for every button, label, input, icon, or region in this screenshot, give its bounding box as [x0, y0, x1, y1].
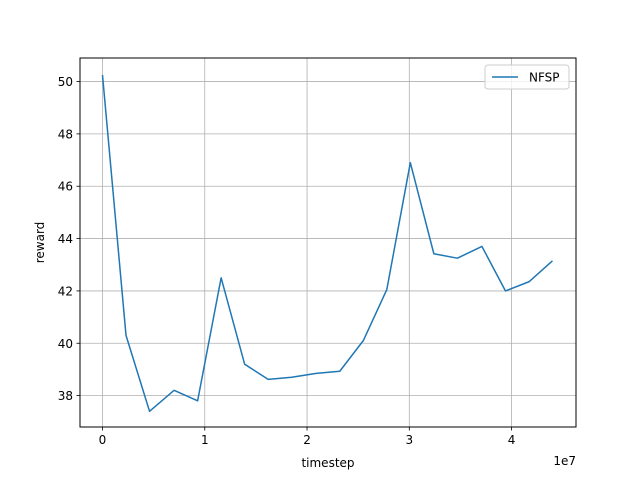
series-line-nfsp [101, 74, 553, 413]
y-tick-label: 48 [58, 127, 73, 141]
x-tick-label: 2 [303, 433, 311, 447]
grid-lines [80, 58, 576, 427]
x-axis-scale-label: 1e7 [553, 454, 576, 468]
legend-label-nfsp: NFSP [529, 71, 560, 85]
tick-layer: 0 1 2 3 4 38 40 42 44 46 48 50 [58, 75, 516, 447]
x-axis-label: timestep [301, 456, 354, 470]
x-tick-label: 1 [201, 433, 209, 447]
y-tick-label: 40 [58, 337, 73, 351]
series-layer [101, 74, 553, 413]
x-tick-label: 3 [405, 433, 413, 447]
y-tick-label: 46 [58, 180, 73, 194]
legend: NFSP [484, 64, 570, 90]
y-axis-label: reward [33, 222, 47, 264]
y-tick-label: 50 [58, 75, 73, 89]
y-tick-label: 44 [58, 232, 73, 246]
x-tick-label: 0 [99, 433, 107, 447]
legend-box [484, 64, 570, 90]
y-tick-label: 42 [58, 284, 73, 298]
y-tick-label: 38 [58, 389, 73, 403]
x-tick-label: 4 [508, 433, 516, 447]
axes-frame [79, 57, 577, 428]
